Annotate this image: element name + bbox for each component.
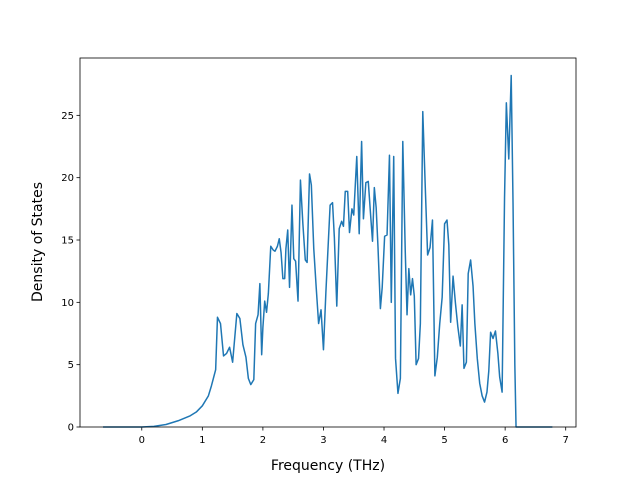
y-tick-label: 10 [61,298,74,309]
y-tick-label: 25 [61,111,74,122]
x-tick-label: 5 [441,435,447,446]
x-tick-label: 1 [199,435,205,446]
x-tick-label: 0 [139,435,145,446]
x-axis-label: Frequency (THz) [271,458,385,474]
y-tick-label: 5 [68,360,74,371]
y-tick-label: 15 [61,236,74,247]
data-line [103,74,553,428]
x-tick-label: 6 [502,435,508,446]
x-tick-label: 3 [320,435,326,446]
plot-frame [79,57,577,428]
x-tick-label: 2 [260,435,266,446]
y-tick-label: 20 [61,173,74,184]
x-tick-label: 7 [563,435,569,446]
x-tick-label: 4 [381,435,387,446]
y-tick-label: 0 [68,423,74,434]
y-axis-label: Density of States [30,182,46,302]
